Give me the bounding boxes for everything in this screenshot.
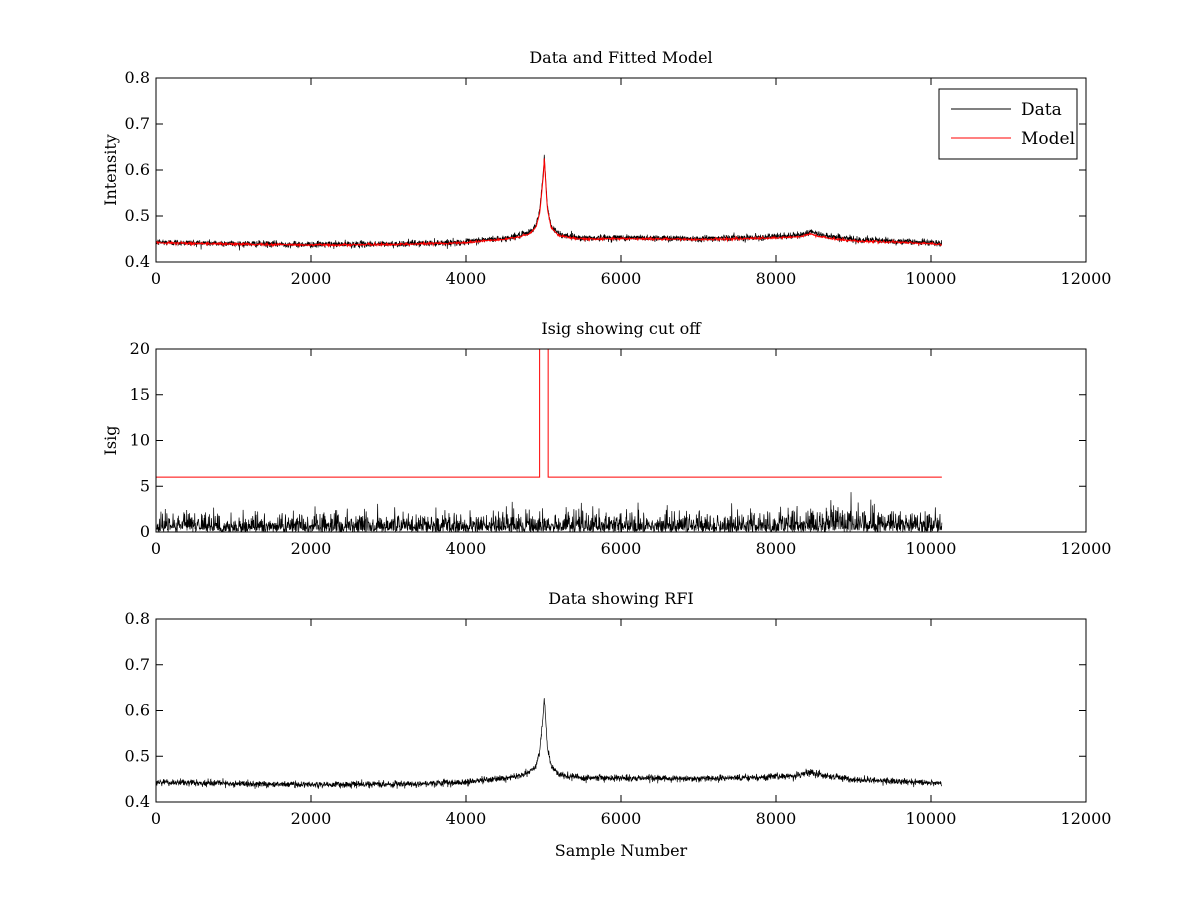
chart-title: Data and Fitted Model bbox=[529, 48, 712, 67]
y-tick-label: 0 bbox=[140, 522, 150, 541]
y-tick-label: 15 bbox=[130, 385, 150, 404]
legend-label-2: Model bbox=[1021, 129, 1075, 149]
series-line-2 bbox=[156, 349, 942, 478]
x-tick-label: 4000 bbox=[446, 269, 487, 288]
axes-box bbox=[155, 348, 1087, 533]
chart-title: Isig showing cut off bbox=[541, 319, 702, 338]
y-axis-label: Isig bbox=[101, 426, 120, 456]
y-tick-label: 20 bbox=[130, 339, 150, 358]
y-tick-label: 5 bbox=[140, 476, 150, 495]
plot-area bbox=[156, 349, 943, 532]
x-tick-label: 10000 bbox=[906, 269, 957, 288]
panel-1: 0 2000 4000 6000 8000 10000 12000 0.4 0.5 0.6 0.7 0… bbox=[101, 48, 1111, 288]
x-tick-label: 12000 bbox=[1061, 809, 1112, 828]
x-tick-label: 0 bbox=[151, 269, 161, 288]
y-axis-label: Intensity bbox=[101, 134, 120, 206]
y-tick-label: 0.4 bbox=[125, 252, 150, 271]
x-tick-label: 10000 bbox=[906, 539, 957, 558]
y-tick-label: 0.7 bbox=[125, 114, 150, 133]
legend-label-1: Data bbox=[1021, 100, 1062, 120]
x-tick-label: 6000 bbox=[601, 539, 642, 558]
x-tick-label: 4000 bbox=[446, 539, 487, 558]
chart-title: Data showing RFI bbox=[548, 589, 693, 608]
y-tick-label: 0.6 bbox=[125, 701, 150, 720]
x-tick-label: 12000 bbox=[1061, 539, 1112, 558]
x-tick-label: 8000 bbox=[756, 539, 797, 558]
series-line-1 bbox=[156, 698, 943, 789]
x-tick-label: 8000 bbox=[756, 809, 797, 828]
legend: Data Model bbox=[938, 88, 1078, 160]
y-tick-label: 0.4 bbox=[125, 792, 150, 811]
series-line-1 bbox=[156, 154, 943, 251]
x-tick-label: 0 bbox=[151, 539, 161, 558]
series-line-1 bbox=[156, 492, 943, 532]
x-tick-label: 2000 bbox=[291, 269, 332, 288]
x-tick-label: 12000 bbox=[1061, 269, 1112, 288]
series-line-2 bbox=[156, 158, 942, 248]
panel-3: 0 2000 4000 6000 8000 10000 12000 0.4 0.5 0.6 0.7 0… bbox=[125, 589, 1112, 860]
plot-area bbox=[156, 154, 943, 251]
x-tick-label: 10000 bbox=[906, 809, 957, 828]
x-tick-label: 6000 bbox=[601, 809, 642, 828]
axes-box bbox=[155, 618, 1087, 803]
y-tick-label: 0.5 bbox=[125, 746, 150, 765]
y-tick-label: 0.5 bbox=[125, 206, 150, 225]
x-tick-label: 0 bbox=[151, 809, 161, 828]
y-tick-label: 0.6 bbox=[125, 160, 150, 179]
y-tick-label: 0.7 bbox=[125, 655, 150, 674]
x-tick-label: 2000 bbox=[291, 809, 332, 828]
y-tick-label: 0.8 bbox=[125, 68, 150, 87]
x-tick-label: 4000 bbox=[446, 809, 487, 828]
x-tick-label: 6000 bbox=[601, 269, 642, 288]
legend-box bbox=[938, 88, 1078, 160]
y-tick-label: 10 bbox=[130, 431, 150, 450]
x-tick-label: 2000 bbox=[291, 539, 332, 558]
plot-area bbox=[156, 698, 943, 789]
x-axis-label: Sample Number bbox=[555, 841, 688, 860]
y-tick-label: 0.8 bbox=[125, 609, 150, 628]
x-tick-label: 8000 bbox=[756, 269, 797, 288]
panel-2: 0 2000 4000 6000 8000 10000 12000 0 5 10 15 20 Isig … bbox=[101, 319, 1111, 558]
